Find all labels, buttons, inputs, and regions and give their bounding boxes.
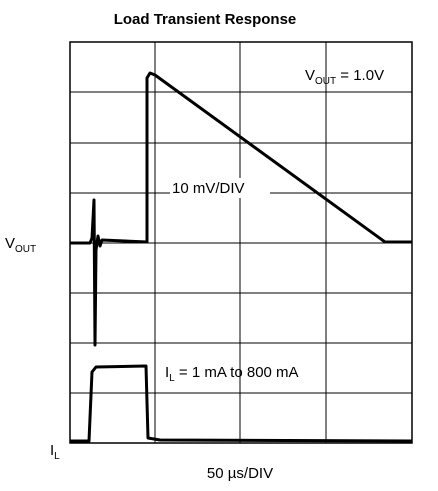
annotation-part: I — [165, 364, 169, 381]
channel-part: L — [54, 451, 60, 462]
il-trace — [70, 364, 413, 443]
annotation-part: V — [305, 67, 315, 84]
channel-label: IL — [50, 442, 60, 462]
x-axis-label: 50 µs/DIV — [207, 465, 273, 482]
label-backdrop — [170, 178, 270, 198]
annotation: VOUT = 1.0V — [305, 67, 384, 87]
annotation-part: = 1.0V — [336, 67, 384, 84]
annotation: IL = 1 mA to 800 mA — [165, 364, 299, 384]
channel-part: V — [5, 235, 15, 252]
annotation-part: OUT — [315, 76, 336, 87]
channel-part: OUT — [15, 244, 36, 255]
channel-label: VOUT — [5, 235, 36, 255]
annotation-part: = 1 mA to 800 mA — [175, 364, 299, 381]
annotation-part: L — [169, 373, 175, 384]
vout-trace — [70, 71, 412, 347]
channel-part: I — [50, 442, 54, 459]
chart-title: Load Transient Response — [114, 11, 297, 28]
scale-label: 10 mV/DIV — [172, 180, 245, 197]
grid — [69, 41, 413, 444]
